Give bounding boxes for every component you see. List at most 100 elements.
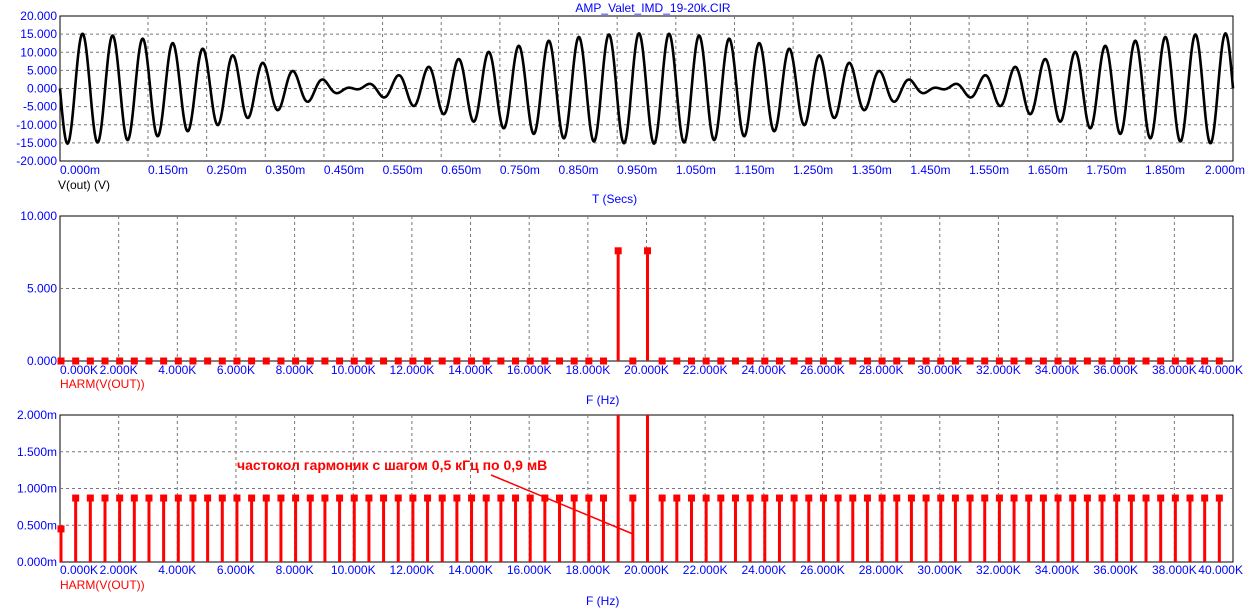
x-tick-label: 24.000K (741, 363, 786, 377)
x-tick-label: 1.650m (1028, 163, 1068, 177)
harmonic-marker (1083, 357, 1091, 365)
harmonic-marker (1171, 494, 1179, 502)
x-tick-label: 16.000K (507, 363, 552, 377)
y-tick-label: 0.000 (27, 354, 57, 368)
y-tick-label: 0.000m (17, 555, 57, 569)
harmonic-marker (805, 494, 813, 502)
x-tick-label: 2.000m (1205, 163, 1245, 177)
harmonic-marker (1098, 357, 1106, 365)
harmonic-marker (1142, 357, 1150, 365)
harmonic-marker (1186, 357, 1194, 365)
harmonic-marker (365, 357, 373, 365)
harmonic-marker (1010, 357, 1018, 365)
harmonic-marker (863, 494, 871, 502)
x-tick-label: 1.750m (1086, 163, 1126, 177)
x-tick-label: 14.000K (448, 563, 493, 577)
harmonic-marker (629, 357, 637, 365)
x-tick-label: 0.350m (265, 163, 305, 177)
harmonic-marker (1054, 357, 1062, 365)
harmonic-marker (145, 494, 153, 502)
x-tick-label: 12.000K (390, 363, 435, 377)
harmonic-marker (248, 494, 256, 502)
x-tick-label: 40.000K (1198, 563, 1243, 577)
y-tick-label: -5.000 (23, 100, 57, 114)
x-tick-label: 6.000K (217, 363, 255, 377)
harmonic-marker (951, 357, 959, 365)
x-tick-label: 28.000K (859, 563, 904, 577)
x-tick-label: 18.000K (565, 563, 610, 577)
y-tick-label: -15.000 (16, 136, 57, 150)
x-axis-label: F (Hz) (586, 393, 619, 407)
x-tick-label: 28.000K (859, 363, 904, 377)
harmonic-marker (585, 494, 593, 502)
harmonic-marker (350, 494, 358, 502)
harmonic-marker (482, 494, 490, 502)
x-tick-label: 24.000K (741, 563, 786, 577)
x-tick-label: 0.650m (441, 163, 481, 177)
harmonic-marker (1157, 494, 1165, 502)
harmonic-marker (966, 494, 974, 502)
harmonic-plot-zoom: 2.000m 1.500m 1.000m 0.500m 0.000m 0.000K 2.0… (17, 408, 1243, 608)
time-domain-plot: AMP_Valet_IMD_19-20k.CIR 20.000 15.000 10.… (16, 1, 1245, 206)
harmonic-marker (277, 494, 285, 502)
harmonic-marker (556, 357, 564, 365)
y-tick-label: 2.000m (17, 408, 57, 422)
harmonic-marker (834, 494, 842, 502)
harmonic-marker (101, 357, 109, 365)
harmonic-marker (849, 357, 857, 365)
y-tick-label: 0.500m (17, 518, 57, 532)
harmonic-marker (981, 357, 989, 365)
harmonic-marker (600, 357, 608, 365)
harmonic-marker (731, 357, 739, 365)
harmonic-marker (1083, 494, 1091, 502)
harmonic-marker (438, 494, 446, 502)
x-tick-label: 1.150m (734, 163, 774, 177)
harmonic-marker (174, 494, 182, 502)
harmonic-marker (526, 494, 534, 502)
harmonic-marker (394, 357, 402, 365)
x-tick-label: 8.000K (276, 363, 314, 377)
harmonic-marker (262, 494, 270, 502)
harmonic-marker (204, 494, 212, 502)
harmonic-marker (1127, 357, 1135, 365)
harmonic-marker (1025, 494, 1033, 502)
x-tick-label: 38.000K (1152, 363, 1197, 377)
harmonic-marker (174, 357, 182, 365)
harmonic-marker (805, 357, 813, 365)
harmonic-marker (321, 357, 329, 365)
y-tick-label: 1.500m (17, 445, 57, 459)
harmonic-marker (585, 357, 593, 365)
harmonic-marker (86, 357, 94, 365)
x-tick-label: 0.000K (60, 363, 98, 377)
x-tick-label: 26.000K (800, 563, 845, 577)
x-tick-label: 0.000K (60, 563, 98, 577)
harmonic-marker (849, 494, 857, 502)
harmonic-marker (1069, 494, 1077, 502)
x-tick-label: 8.000K (276, 563, 314, 577)
harmonic-marker (893, 494, 901, 502)
harmonic-marker (687, 494, 695, 502)
y-tick-label: 15.000 (20, 27, 57, 41)
harmonic-marker (907, 357, 915, 365)
x-tick-label: 1.350m (852, 163, 892, 177)
harmonic-marker (790, 357, 798, 365)
x-tick-label: 34.000K (1035, 363, 1080, 377)
harmonic-marker (321, 494, 329, 502)
x-tick-label: 16.000K (507, 563, 552, 577)
harmonic-marker (160, 494, 168, 502)
x-tick-label: 36.000K (1093, 363, 1138, 377)
harmonic-marker (937, 357, 945, 365)
y-tick-label: -10.000 (16, 118, 57, 132)
harmonic-marker (526, 357, 534, 365)
x-axis-label: T (Secs) (592, 192, 637, 206)
x-tick-label: 0.150m (148, 163, 188, 177)
harmonic-marker (1142, 494, 1150, 502)
harmonic-marker (277, 357, 285, 365)
harmonic-marker (746, 357, 754, 365)
x-tick-label: 30.000K (917, 363, 962, 377)
y-tick-label: 0.000 (27, 82, 57, 96)
harmonic-marker (819, 357, 827, 365)
harmonic-marker (790, 494, 798, 502)
x-tick-label: 20.000K (624, 563, 669, 577)
